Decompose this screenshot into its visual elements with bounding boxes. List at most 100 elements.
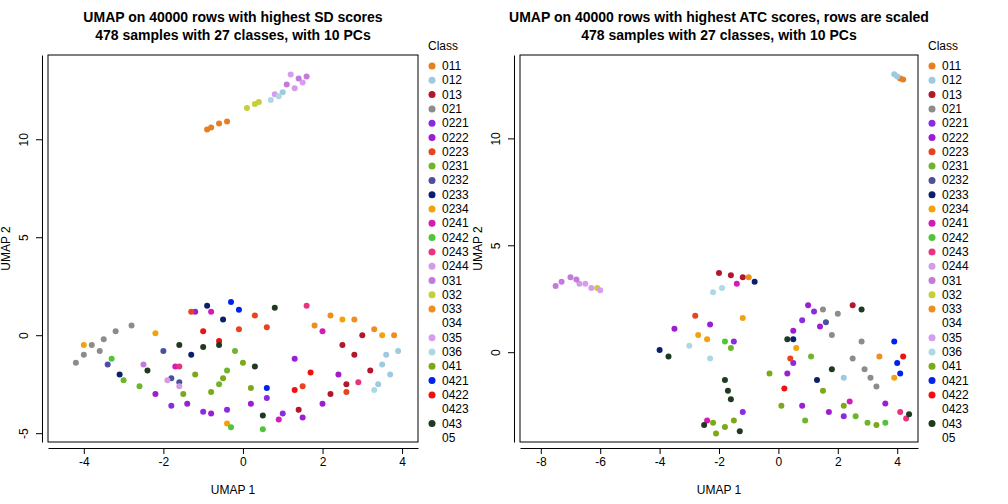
- point: [300, 415, 306, 421]
- y-axis-title: UMAP 2: [471, 226, 485, 271]
- x-tick-label: -8: [536, 455, 547, 469]
- legend-swatch: [429, 420, 436, 427]
- series: [180, 360, 254, 397]
- point: [802, 418, 808, 424]
- point: [731, 418, 737, 424]
- point: [304, 74, 310, 80]
- legend-swatch: [929, 134, 936, 141]
- legend-swatch: [429, 306, 436, 313]
- point: [176, 383, 182, 389]
- point: [657, 347, 663, 353]
- x-tick-label: 2: [835, 455, 842, 469]
- y-tick: 0: [17, 332, 42, 339]
- x-tick-mark: [778, 448, 779, 454]
- legend-label: 0243: [442, 245, 469, 259]
- y-tick-label: 0: [17, 332, 31, 339]
- point: [882, 420, 888, 426]
- x-tick: -8: [536, 448, 547, 469]
- legend-title: Class: [428, 39, 458, 53]
- point: [719, 285, 725, 291]
- point: [826, 409, 832, 415]
- point: [144, 367, 150, 373]
- legend-swatch: [929, 291, 936, 298]
- legend-swatch: [929, 306, 936, 313]
- point: [371, 326, 377, 332]
- point: [740, 274, 746, 280]
- point: [850, 302, 856, 308]
- legend-swatch: [429, 363, 436, 370]
- x-tick-mark: [541, 448, 542, 454]
- x-axis-title: UMAP 1: [211, 483, 256, 497]
- point: [140, 362, 146, 368]
- legend-label: 0222: [942, 131, 969, 145]
- series: [710, 371, 879, 437]
- series: [296, 332, 374, 412]
- point: [117, 371, 123, 377]
- legend-swatch: [929, 191, 936, 198]
- series: [671, 302, 888, 415]
- point: [188, 352, 194, 358]
- x-tick-label: 0: [776, 455, 783, 469]
- y-axis: -50510: [17, 56, 43, 443]
- legend-swatch: [929, 234, 936, 241]
- point: [208, 125, 214, 131]
- series: [280, 89, 401, 387]
- series: [121, 348, 238, 389]
- series: [582, 281, 603, 293]
- point: [692, 313, 698, 319]
- point: [220, 375, 226, 381]
- point: [707, 321, 713, 327]
- point: [81, 352, 87, 358]
- legend-label: 0241: [442, 216, 469, 230]
- legend-label: 021: [442, 102, 462, 116]
- legend-label: 0242: [942, 231, 969, 245]
- legend-swatch: [929, 120, 936, 127]
- y-tick-mark: [36, 237, 42, 238]
- legend-swatch: [429, 120, 436, 127]
- y-tick-label: 5: [489, 242, 503, 249]
- series: [268, 93, 377, 393]
- legend-swatch: [429, 105, 436, 112]
- point: [710, 420, 716, 426]
- y-tick-label: 5: [17, 234, 31, 241]
- point: [327, 313, 333, 319]
- point: [276, 416, 282, 422]
- legend-swatch: [929, 263, 936, 270]
- series: [728, 345, 871, 426]
- legend-swatch: [429, 291, 436, 298]
- point: [240, 360, 246, 366]
- panel: UMAP on 40000 rows with highest ATC scor…: [471, 9, 969, 497]
- legend-label: 011: [942, 59, 961, 73]
- legend-label: 0241: [942, 216, 969, 230]
- series: [272, 72, 306, 98]
- point: [725, 388, 731, 394]
- y-tick-label: 10: [17, 133, 31, 147]
- y-axis-title: UMAP 2: [0, 226, 13, 271]
- point: [244, 105, 250, 111]
- point: [847, 398, 853, 404]
- x-tick: 0: [776, 448, 783, 469]
- point: [379, 332, 385, 338]
- point: [778, 403, 784, 409]
- point: [859, 306, 865, 312]
- point: [728, 396, 734, 402]
- legend-swatch: [429, 191, 436, 198]
- point: [582, 281, 588, 287]
- point: [320, 328, 326, 334]
- legend-swatch: [429, 263, 436, 270]
- point: [573, 277, 579, 283]
- point: [559, 279, 565, 285]
- point: [204, 303, 210, 309]
- point: [841, 413, 847, 419]
- subtitle: 478 samples with 27 classes, with 10 PCs: [95, 27, 371, 43]
- point: [200, 344, 206, 350]
- x-tick-mark: [660, 448, 661, 454]
- point: [391, 332, 397, 338]
- series: [140, 74, 309, 368]
- legend-label: 0242: [442, 231, 469, 245]
- point: [808, 353, 814, 359]
- x-tick-mark: [323, 448, 324, 454]
- point: [793, 345, 799, 351]
- y-tick-mark: [36, 139, 42, 140]
- point: [359, 332, 365, 338]
